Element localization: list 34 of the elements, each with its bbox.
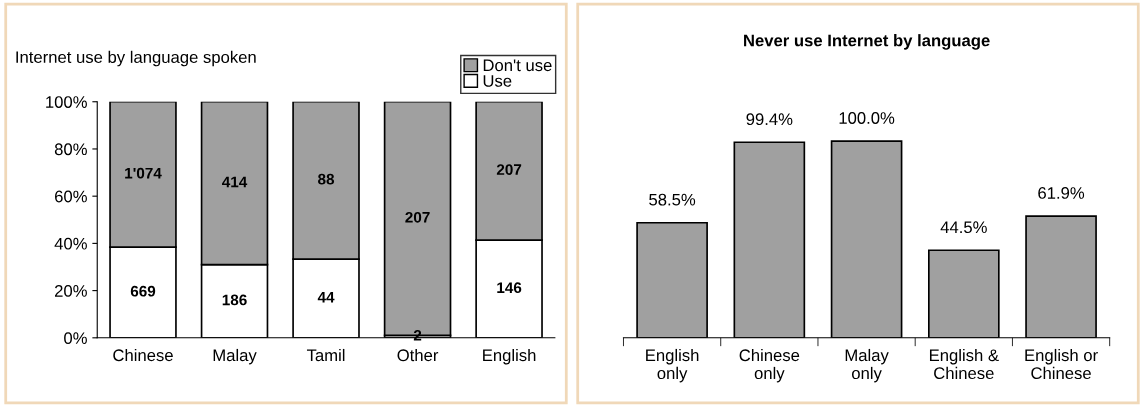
annotation: 669	[130, 285, 156, 297]
x-tick-label: Malay	[213, 348, 257, 365]
annotation: 44	[317, 291, 335, 303]
data-label: 99.4%	[746, 113, 793, 126]
chart-title: Never use Internet by language	[744, 34, 990, 50]
y-tick-label: 60%	[55, 190, 87, 203]
x-tick-label: Chinese only	[739, 348, 800, 383]
annotation: 146	[497, 282, 522, 294]
data-label: 61.9%	[1038, 187, 1085, 199]
x-tick-label: Malay only	[845, 348, 889, 383]
annotation: 207	[405, 211, 430, 223]
y-tick-label: 100%	[46, 96, 87, 108]
data-label: 100.0%	[839, 112, 895, 124]
data-label: 44.5%	[940, 221, 987, 234]
annotation: 1'074	[125, 167, 162, 179]
legend-label: Use	[483, 75, 512, 87]
data-label: 58.5%	[649, 193, 696, 206]
legend-label: Don't use	[483, 59, 552, 72]
y-tick-label: 0%	[64, 332, 87, 345]
annotation: 414	[222, 176, 248, 188]
x-tick-label: English & Chinese	[929, 348, 999, 380]
annotation: 207	[496, 164, 522, 176]
x-tick-label: Tamil	[306, 348, 345, 362]
x-tick-label: English only	[646, 348, 699, 383]
y-tick-label: 40%	[54, 237, 87, 250]
annotation: 88	[318, 173, 335, 185]
annotation: 186	[222, 294, 247, 306]
x-tick-label: English or Chinese	[1025, 348, 1098, 380]
x-tick-label: English	[483, 348, 536, 365]
x-tick-label: Chinese	[113, 348, 173, 362]
y-tick-label: 20%	[55, 285, 87, 297]
y-tick-label: 80%	[54, 143, 87, 156]
x-tick-label: Other	[397, 348, 439, 362]
chart-title: Internet use by language spoken	[16, 50, 256, 67]
